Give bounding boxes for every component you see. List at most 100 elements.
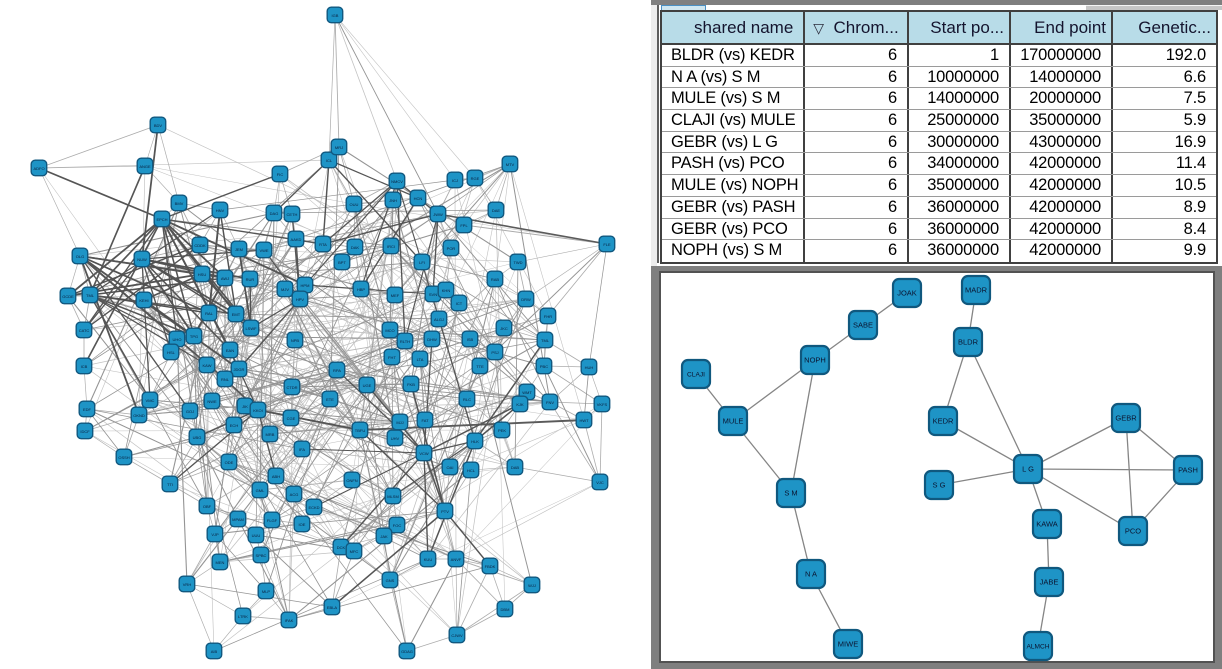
svg-text:MADR: MADR — [965, 286, 988, 295]
svg-text:DAK: DAK — [351, 245, 360, 250]
svg-text:VWE: VWE — [259, 248, 268, 253]
svg-text:MIWE: MIWE — [838, 640, 858, 649]
svg-text:NUW: NUW — [137, 257, 147, 262]
svg-text:AAKD: AAKD — [291, 237, 302, 242]
svg-text:TPG: TPG — [190, 334, 198, 339]
svg-text:RGE: RGE — [471, 176, 480, 181]
svg-text:MCO: MCO — [385, 328, 394, 333]
svg-text:OAI: OAI — [447, 465, 454, 470]
svg-text:EBLA: EBLA — [327, 605, 338, 610]
svg-text:KEDR: KEDR — [933, 417, 954, 426]
svg-text:TBFU: TBFU — [355, 428, 366, 433]
svg-text:BDV: BDV — [154, 123, 163, 128]
svg-text:KKOI: KKOI — [253, 408, 263, 413]
svg-text:MTV: MTV — [506, 162, 515, 167]
svg-text:N A: N A — [805, 570, 817, 579]
svg-text:LSWF: LSWF — [245, 326, 257, 331]
svg-text:FAT: FAT — [421, 418, 429, 423]
svg-text:ECH: ECH — [230, 423, 239, 428]
svg-text:MULE: MULE — [723, 417, 744, 426]
svg-text:CATC: CATC — [79, 328, 90, 333]
svg-text:AWJ: AWJ — [221, 276, 229, 281]
svg-text:GEBR: GEBR — [1115, 414, 1137, 423]
svg-text:DBM: DBM — [501, 607, 510, 612]
svg-text:ODE: ODE — [225, 460, 234, 465]
svg-text:OSSH: OSSH — [118, 455, 129, 460]
svg-text:FKB: FKB — [407, 382, 415, 387]
svg-text:ALGJ: ALGJ — [434, 317, 444, 322]
svg-text:LTA: LTA — [417, 357, 424, 362]
svg-text:JDGR: JDGR — [234, 367, 245, 372]
svg-text:JWW: JWW — [433, 212, 443, 217]
svg-text:DCK: DCK — [337, 545, 346, 550]
svg-text:UBG: UBG — [193, 435, 202, 440]
svg-text:NOPH: NOPH — [804, 356, 826, 365]
svg-text:L G: L G — [1022, 465, 1034, 474]
svg-text:CTDR: CTDR — [286, 385, 297, 390]
svg-text:CGE: CGE — [287, 416, 296, 421]
svg-text:IOE: IOE — [299, 522, 306, 527]
svg-text:FIC: FIC — [277, 172, 284, 177]
svg-text:MPAM: MPAM — [232, 517, 244, 522]
svg-text:DRW: DRW — [521, 297, 531, 302]
svg-text:ISB: ISB — [467, 337, 474, 342]
svg-text:RLC: RLC — [463, 397, 471, 402]
svg-text:HLK: HLK — [471, 439, 479, 444]
svg-text:WJJ: WJJ — [528, 583, 536, 588]
svg-text:ICT: ICT — [456, 301, 463, 306]
svg-text:VCW: VCW — [419, 451, 429, 456]
svg-text:S M: S M — [784, 489, 797, 498]
svg-text:VKFS: VKFS — [597, 402, 608, 407]
svg-text:AIB: AIB — [211, 649, 218, 654]
svg-text:ANVF: ANVF — [451, 557, 462, 562]
svg-text:RPA: RPA — [333, 368, 341, 373]
svg-text:PSJ: PSJ — [491, 350, 498, 355]
svg-text:TWD: TWD — [513, 260, 522, 265]
svg-text:KJK: KJK — [516, 402, 524, 407]
svg-text:ADFO: ADFO — [33, 166, 44, 171]
svg-text:VMC: VMC — [146, 398, 155, 403]
svg-text:HBP: HBP — [357, 287, 366, 292]
svg-text:NMCV: NMCV — [391, 179, 403, 184]
svg-text:IRCI: IRCI — [387, 244, 395, 249]
svg-text:OBF: OBF — [203, 504, 212, 509]
svg-text:ANGE: ANGE — [139, 164, 151, 169]
svg-text:GOJ: GOJ — [186, 409, 194, 414]
svg-text:KHN: KHN — [442, 288, 451, 293]
svg-text:HPV: HPV — [296, 297, 305, 302]
svg-text:HNV: HNV — [216, 208, 225, 213]
svg-text:MEF: MEF — [391, 293, 400, 298]
svg-text:DAG: DAG — [270, 211, 279, 216]
svg-text:EMT: EMT — [232, 312, 241, 317]
svg-text:OLG: OLG — [76, 254, 84, 259]
svg-text:MJV: MJV — [281, 287, 289, 292]
svg-text:DAE: DAE — [492, 208, 501, 213]
svg-text:UGE: UGE — [363, 383, 372, 388]
svg-text:JIK: JIK — [242, 404, 248, 409]
svg-text:ACG: ACG — [290, 492, 299, 497]
svg-text:ETE: ETE — [326, 397, 334, 402]
svg-text:KAWA: KAWA — [1036, 520, 1058, 529]
svg-text:HCL: HCL — [467, 468, 476, 473]
svg-text:VJP: VJP — [211, 532, 219, 537]
svg-text:VJC: VJC — [596, 480, 604, 485]
svg-text:EAN: EAN — [226, 348, 234, 353]
svg-text:IDCF: IDCF — [80, 429, 90, 434]
svg-text:SVN: SVN — [429, 292, 437, 297]
svg-text:HSL: HSL — [167, 350, 176, 355]
svg-text:IFAK: IFAK — [285, 618, 294, 623]
svg-text:LTRK: LTRK — [238, 614, 248, 619]
svg-text:JAK: JAK — [380, 534, 388, 539]
svg-text:UHV: UHV — [391, 436, 400, 441]
svg-text:MJJ: MJJ — [396, 420, 403, 425]
svg-text:JKC: JKC — [500, 326, 508, 331]
svg-text:BLDR: BLDR — [958, 338, 979, 347]
svg-text:DAB: DAB — [511, 465, 520, 470]
svg-text:EDF: EDF — [83, 407, 92, 412]
svg-text:GNS: GNS — [386, 578, 395, 583]
svg-text:KAW: KAW — [203, 363, 212, 368]
svg-text:JABE: JABE — [1040, 578, 1059, 587]
svg-text:RLTH: RLTH — [400, 339, 410, 344]
svg-text:FHR: FHR — [544, 314, 552, 319]
svg-text:PEK: PEK — [498, 428, 506, 433]
